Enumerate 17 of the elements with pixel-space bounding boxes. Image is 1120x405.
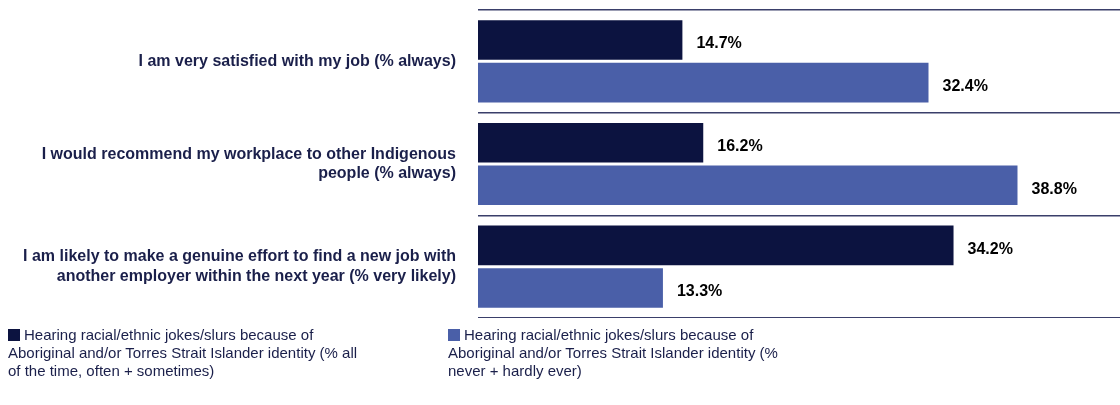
data-label: 32.4% xyxy=(942,77,988,95)
data-label: 16.2% xyxy=(717,137,763,155)
legend-label: Hearing racial/ethnic jokes/slurs because of Aboriginal and/or Torres Strait Islander identity (% never + hardly ever) xyxy=(448,326,779,380)
data-label: 38.8% xyxy=(1031,179,1077,197)
bar xyxy=(478,122,704,163)
data-label: 34.2% xyxy=(967,239,1013,257)
legend-label: Hearing racial/ethnic jokes/slurs because of Aboriginal and/or Torres Strait Islander identity (% all of the time, often + sometimes) xyxy=(8,326,359,380)
bar xyxy=(478,20,683,60)
y-tick-label: I am very satisfied with my job (% always) xyxy=(138,51,456,69)
bar xyxy=(478,62,929,103)
data-label: 13.3% xyxy=(676,282,723,300)
bar xyxy=(478,225,954,266)
y-tick-label: I would recommend my workplace to other Indigenous people (% always) xyxy=(41,144,457,182)
y-tick-label: I am likely to make a genuine effort to find a new job with another employer within the next year (% very likely) xyxy=(23,247,456,284)
data-label: 14.7% xyxy=(696,34,742,52)
bar xyxy=(478,268,663,308)
bar xyxy=(478,165,1018,206)
